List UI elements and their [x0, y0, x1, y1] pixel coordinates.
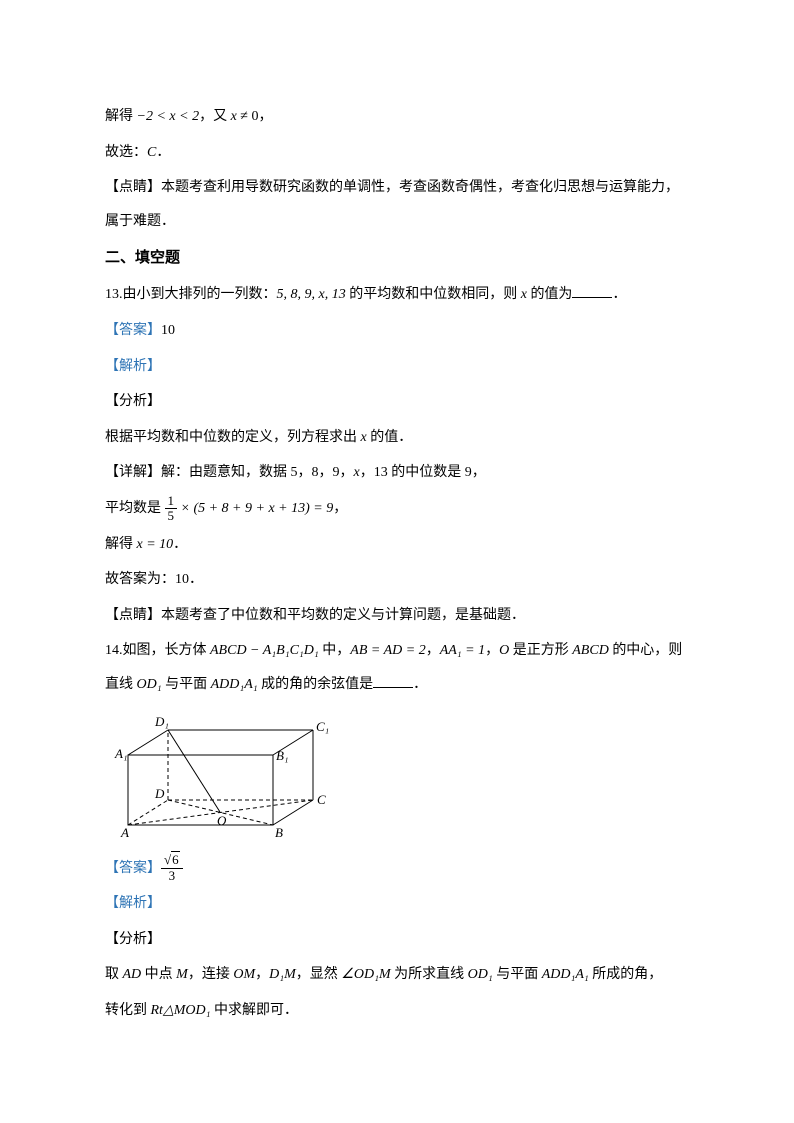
line-dianqing-1: 【点睛】本题考查利用导数研究函数的单调性，考查函数奇偶性，考查化归思想与运算能力…: [105, 171, 689, 238]
q13: 13.由小到大排列的一列数：5, 8, 9, x, 13 的平均数和中位数相同，…: [105, 278, 689, 312]
blank-13: [572, 284, 612, 298]
blank-14: [373, 674, 413, 688]
line-13-ans: 故答案为：10．: [105, 563, 689, 597]
jiexi-13: 【解析】: [105, 350, 689, 384]
answer-13: 【答案】10: [105, 314, 689, 348]
section-header-fill: 二、填空题: [105, 240, 689, 276]
answer-14: 【答案】√63: [105, 852, 689, 886]
line-dianqing-13: 【点睛】本题考查了中位数和平均数的定义与计算问题，是基础题．: [105, 599, 689, 633]
fenxi-13: 【分析】: [105, 385, 689, 419]
svg-text:A₁: A₁: [114, 746, 127, 761]
line-choice: 故选：C．: [105, 136, 689, 170]
svg-text:C₁: C₁: [316, 719, 329, 734]
svg-text:D: D: [154, 786, 165, 801]
line-13-analysis: 根据平均数和中位数的定义，列方程求出 x 的值．: [105, 421, 689, 455]
q14: 14.如图，长方体 ABCD − A₁B₁C₁D₁ 中，AB = AD = 2，…: [105, 634, 689, 701]
line-14-analysis-1: 取 AD 中点 M，连接 OM，D₁M，显然 ∠OD₁M 为所求直线 OD₁ 与…: [105, 958, 689, 992]
cuboid-diagram: A B C D A₁ B₁ C₁ D₁ O: [113, 710, 333, 840]
line-solve-range: 解得 −2 < x < 2，又 x ≠ 0，: [105, 100, 689, 134]
fenxi-14: 【分析】: [105, 923, 689, 957]
svg-text:C: C: [317, 792, 326, 807]
line-14-analysis-2: 转化到 Rt△MOD₁ 中求解即可．: [105, 994, 689, 1028]
line-13-solve: 解得 x = 10．: [105, 528, 689, 562]
line-13-detail-1: 【详解】解：由题意知，数据 5，8，9，x，13 的中位数是 9，: [105, 456, 689, 490]
svg-text:D₁: D₁: [154, 714, 169, 729]
svg-text:A: A: [120, 825, 129, 840]
line-13-detail-2: 平均数是 15 × (5 + 8 + 9 + x + 13) = 9，: [105, 492, 689, 526]
svg-text:B₁: B₁: [276, 748, 288, 763]
svg-text:B: B: [275, 825, 283, 840]
jiexi-14: 【解析】: [105, 887, 689, 921]
svg-text:O: O: [217, 813, 227, 828]
